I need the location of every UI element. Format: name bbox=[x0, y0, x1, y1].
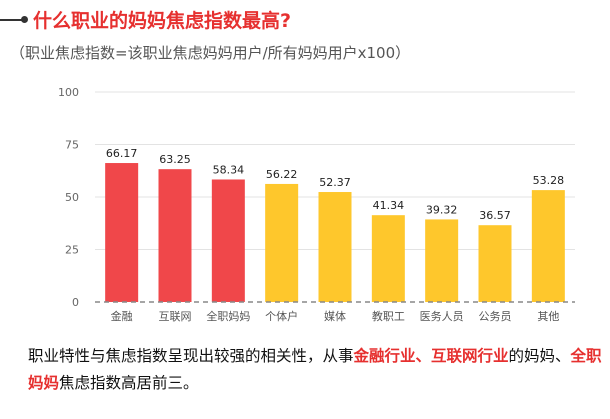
caption-text-2: 的妈妈、 bbox=[508, 347, 571, 365]
bar bbox=[211, 179, 245, 302]
page-title: 什么职业的妈妈焦虑指数最高? bbox=[33, 10, 292, 32]
y-tick-label: 0 bbox=[72, 296, 79, 309]
bar bbox=[265, 183, 299, 302]
x-tick-label: 媒体 bbox=[324, 309, 346, 323]
page-subtitle: （职业焦虑指数=该职业焦虑妈妈用户/所有妈妈用户x100） bbox=[10, 44, 411, 62]
data-label: 41.34 bbox=[373, 199, 405, 212]
bar bbox=[105, 163, 139, 302]
x-tick-label: 全职妈妈 bbox=[206, 309, 250, 323]
caption-highlight-2: 全职妈妈 bbox=[28, 347, 602, 392]
bar bbox=[531, 190, 565, 302]
y-tick-label: 100 bbox=[58, 86, 79, 99]
data-label: 53.28 bbox=[533, 174, 565, 187]
y-tick-label: 50 bbox=[65, 191, 79, 204]
x-tick-label: 医务人员 bbox=[420, 310, 464, 323]
caption-text-1: 职业特性与焦虑指数呈现出较强的相关性，从事 bbox=[28, 347, 354, 365]
bar bbox=[371, 215, 405, 302]
data-label: 52.37 bbox=[319, 176, 351, 189]
x-tick-label: 教职工 bbox=[372, 310, 405, 323]
x-tick-label: 金融 bbox=[111, 309, 133, 323]
x-tick-label: 公务员 bbox=[479, 310, 512, 323]
title-area: 什么职业的妈妈焦虑指数最高? bbox=[0, 6, 610, 32]
data-label: 66.17 bbox=[106, 147, 138, 160]
x-tick-label: 个体户 bbox=[265, 309, 298, 323]
data-label: 39.32 bbox=[426, 203, 458, 216]
y-tick-label: 25 bbox=[65, 244, 79, 257]
caption-text-3: 焦虑指数高居前三。 bbox=[59, 374, 199, 392]
bar-chart: 0 25 50 75 100 66.17 金融 63.25 互联网 58.34 全职妈妈 56.22 个… bbox=[58, 86, 575, 323]
bar bbox=[318, 192, 352, 302]
x-tick-label: 其他 bbox=[537, 310, 559, 323]
bar bbox=[478, 225, 512, 302]
x-tick-label: 互联网 bbox=[159, 310, 192, 323]
title-accent-line bbox=[0, 19, 22, 21]
data-label: 58.34 bbox=[213, 163, 245, 176]
chart-caption: 职业特性与焦虑指数呈现出较强的相关性，从事金融行业、互联网行业的妈妈、全职妈妈焦… bbox=[28, 343, 608, 397]
y-tick-label: 75 bbox=[65, 139, 79, 152]
title-accent-dot bbox=[21, 16, 28, 23]
bar bbox=[158, 169, 192, 302]
data-label: 36.57 bbox=[479, 209, 511, 222]
data-label: 56.22 bbox=[266, 168, 298, 181]
caption-highlight-1: 金融行业、互联网行业 bbox=[353, 347, 509, 365]
data-label: 63.25 bbox=[159, 153, 191, 166]
bar bbox=[425, 219, 459, 302]
